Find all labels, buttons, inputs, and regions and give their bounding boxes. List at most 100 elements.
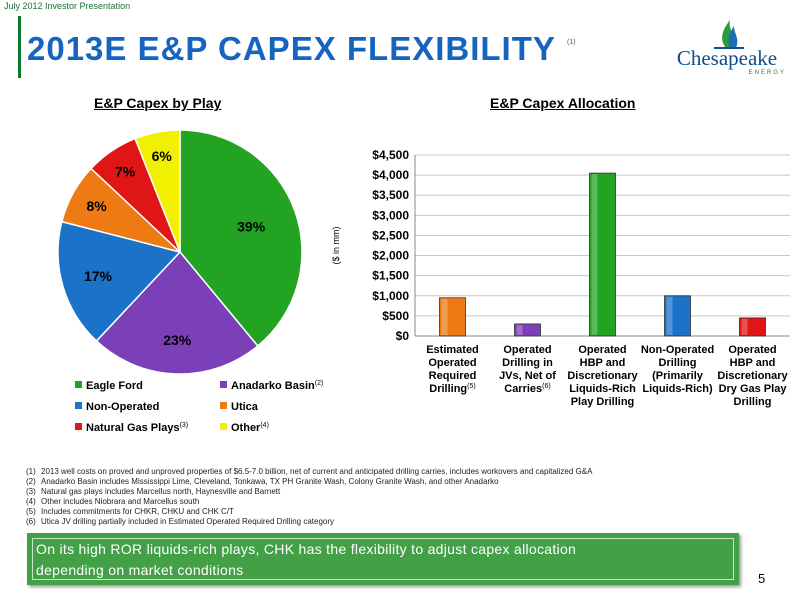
pie-data-label: 8%: [86, 198, 107, 214]
key-message-banner: On its high ROR liquids-rich plays, CHK …: [27, 533, 739, 585]
banner-line-1: On its high ROR liquids-rich plays, CHK …: [36, 541, 577, 557]
x-tick-label: Play Drilling: [571, 396, 635, 408]
x-tick-label: Liquids-Rich: [569, 383, 636, 395]
page-title: 2013E E&P CAPEX FLEXIBILITY: [27, 30, 556, 67]
footnote-row: (6) Utica JV drilling partially included …: [26, 517, 766, 527]
x-tick-label: Drilling: [659, 357, 697, 369]
footnote-text: Anadarko Basin includes Mississippi Lime…: [41, 477, 499, 486]
legend-item: Utica: [220, 401, 258, 413]
x-tick-label: JVs, Net of: [499, 370, 556, 382]
y-tick-label: $0: [396, 329, 410, 343]
x-tick-label: Estimated: [426, 344, 479, 356]
footnote-number: (5): [26, 507, 36, 516]
pie-slice-anadarko-basin: [95, 250, 259, 375]
x-tick-footnote-marker: (6): [542, 383, 551, 390]
footnotes: (1) 2013 well costs on proved and unprove…: [26, 467, 766, 527]
x-tick-label: Drilling: [734, 396, 772, 408]
y-tick-label: $3,000: [372, 208, 409, 222]
bar: [739, 317, 766, 337]
bar: [514, 323, 541, 337]
x-tick-label: Operated: [728, 344, 776, 356]
x-tick-label: Drilling in: [502, 357, 553, 369]
bar-highlight: [591, 174, 598, 335]
pie-data-label: 17%: [84, 268, 113, 284]
legend-item: Other(4): [220, 422, 269, 434]
legend-item: Natural Gas Plays(3): [75, 422, 188, 434]
logo-wordmark: Chesapeake: [676, 46, 778, 70]
logo-subtext: ENERGY: [748, 70, 786, 76]
x-tick-label: Non-Operated: [641, 344, 714, 356]
legend-footnote-marker: (3): [179, 422, 189, 429]
x-tick-label: (Primarily: [652, 370, 704, 382]
legend-footnote-marker: (2): [314, 380, 324, 387]
x-tick-label: Dry Gas Play: [719, 383, 788, 395]
banner-line-2: depending on market conditions: [36, 562, 244, 578]
bar-chart-title: E&P Capex Allocation: [490, 95, 636, 111]
legend-label: Utica: [231, 401, 258, 413]
bar-highlight: [666, 296, 673, 335]
x-tick-label: Drilling(5): [429, 383, 475, 395]
y-tick-label: $4,500: [372, 148, 409, 162]
legend-swatch: [220, 381, 227, 388]
x-tick-label: HBP and: [730, 357, 776, 369]
y-tick-label: $500: [382, 309, 409, 323]
x-tick-label: Discretionary: [717, 370, 788, 382]
capex-by-play-pie: 39% 23% 17% 8% 7% 6%: [57, 129, 303, 375]
pie-slice-other: [134, 129, 181, 253]
legend-swatch: [220, 423, 227, 430]
x-tick-label: Operated: [578, 344, 626, 356]
footnote-row: (5) Includes commitments for CHKR, CHKU a…: [26, 507, 766, 517]
bar: [664, 295, 691, 337]
y-tick-label: $2,500: [372, 228, 409, 242]
bar: [589, 172, 616, 337]
pie-data-label: 23%: [163, 332, 192, 348]
pie-data-label: 7%: [115, 163, 136, 179]
footnote-text: Includes commitments for CHKR, CHKU and …: [41, 507, 234, 516]
x-tick-label: Liquids-Rich): [642, 383, 713, 395]
pie-slice-eagle-ford: [179, 129, 303, 348]
legend-swatch: [75, 402, 82, 409]
legend-label: Natural Gas Plays: [86, 422, 180, 434]
footnote-text: Natural gas plays includes Marcellus nor…: [41, 487, 281, 496]
banner-frame: [32, 538, 734, 580]
pie-slice-non-operated: [57, 220, 182, 342]
pie-data-label: 6%: [152, 148, 173, 164]
capex-allocation-bar-chart: $0 $500 $1,000 $1,500 $2,000 $2,500 $3,000 $3,5…: [331, 148, 790, 408]
legend-label: Anadarko Basin: [231, 380, 315, 392]
x-tick-label: Required: [429, 370, 477, 382]
footnote-number: (1): [26, 467, 36, 476]
legend-item: Eagle Ford: [75, 380, 143, 392]
bar-highlight: [741, 318, 748, 335]
y-tick-label: $1,500: [372, 269, 409, 283]
y-tick-label: $2,000: [372, 249, 409, 263]
bar: [439, 297, 466, 337]
legend-label: Non-Operated: [86, 401, 160, 413]
legend-footnote-marker: (4): [260, 422, 269, 429]
y-tick-label: $1,000: [372, 289, 409, 303]
presentation-kicker: July 2012 Investor Presentation: [4, 1, 131, 11]
x-tick-footnote-marker: (5): [467, 383, 476, 390]
legend-swatch: [75, 381, 82, 388]
footnote-row: (4) Other includes Niobrara and Marcellus…: [26, 497, 766, 507]
y-tick-label: $4,000: [372, 168, 409, 182]
pie-chart-title: E&P Capex by Play: [94, 95, 222, 111]
footnote-text: Utica JV drilling partially included in …: [41, 517, 335, 526]
footnote-number: (4): [26, 497, 36, 506]
footnote-number: (6): [26, 517, 36, 526]
footnote-text: 2013 well costs on proved and unproved p…: [41, 467, 593, 476]
chesapeake-logo: Chesapeake ENERGY: [668, 10, 786, 80]
footnote-row: (1) 2013 well costs on proved and unprove…: [26, 467, 766, 477]
flame-icon: [714, 20, 744, 49]
footnote-text: Other includes Niobrara and Marcellus so…: [41, 497, 200, 506]
footnote-number: (2): [26, 477, 36, 486]
x-tick-label: Operated: [503, 344, 551, 356]
x-tick-label: Discretionary: [567, 370, 638, 382]
legend-swatch: [75, 423, 82, 430]
y-tick-label: $3,500: [372, 188, 409, 202]
pie-legend: Eagle Ford Anadarko Basin(2) Non-Operated U…: [75, 380, 335, 440]
bar-highlight: [441, 298, 448, 335]
footnote-row: (3) Natural gas plays includes Marcellus …: [26, 487, 766, 497]
banner-text: On its high ROR liquids-rich plays, CHK …: [36, 539, 576, 581]
bar-highlight: [516, 324, 523, 335]
footnote-number: (3): [26, 487, 36, 496]
